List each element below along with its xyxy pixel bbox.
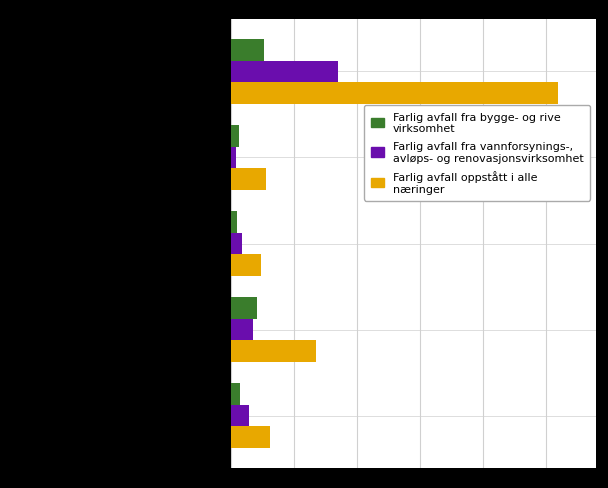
Bar xyxy=(231,147,236,169)
Bar xyxy=(231,212,237,233)
Bar xyxy=(231,319,253,341)
Bar xyxy=(231,169,266,190)
Bar xyxy=(231,83,558,104)
Bar xyxy=(231,233,243,255)
Bar xyxy=(231,61,338,83)
Bar xyxy=(231,298,257,319)
Bar xyxy=(231,405,249,427)
Bar xyxy=(231,126,238,147)
Bar xyxy=(231,341,316,362)
Legend: Farlig avfall fra bygge- og rive
virksomhet, Farlig avfall fra vannforsynings-,
: Farlig avfall fra bygge- og rive virksom… xyxy=(364,106,590,201)
Bar xyxy=(231,255,261,276)
Bar xyxy=(231,427,270,448)
Bar xyxy=(231,40,264,61)
Bar xyxy=(231,384,241,405)
